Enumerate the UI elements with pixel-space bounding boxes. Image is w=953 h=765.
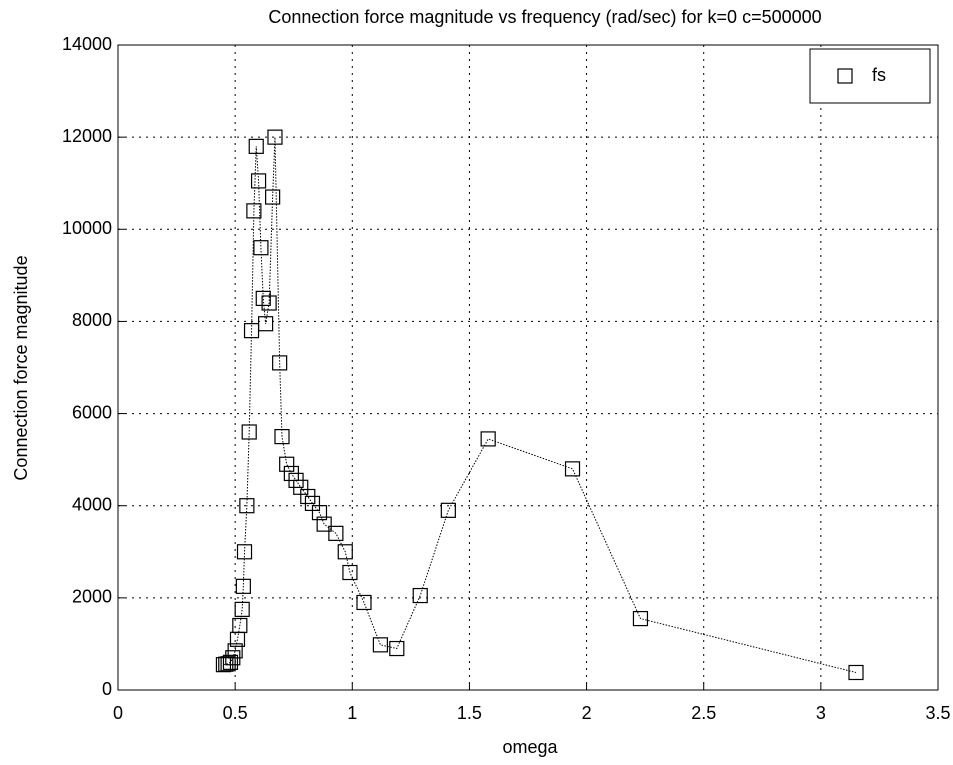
plot-frame xyxy=(117,44,939,691)
y-tick-label: 14000 xyxy=(62,34,112,54)
x-tick-label: 2 xyxy=(582,703,592,723)
x-tick-label: 1 xyxy=(347,703,357,723)
data-point xyxy=(227,643,243,659)
data-point xyxy=(241,424,257,440)
data-point xyxy=(235,578,251,594)
x-axis-label: omega xyxy=(502,737,558,757)
series-line xyxy=(223,137,857,673)
data-point xyxy=(274,429,290,445)
data-point xyxy=(246,203,262,219)
x-tick-label: 0 xyxy=(113,703,123,723)
data-point xyxy=(564,461,581,477)
data-point xyxy=(265,189,281,205)
data-point xyxy=(258,316,274,332)
y-tick-label: 4000 xyxy=(72,494,112,514)
chart-title: Connection force magnitude vs frequency … xyxy=(268,7,821,27)
y-tick-label: 10000 xyxy=(62,218,112,238)
data-point xyxy=(337,544,353,560)
data-point xyxy=(356,594,372,611)
data-point xyxy=(222,654,239,670)
x-tick-label: 3 xyxy=(816,703,826,723)
legend-label: fs xyxy=(872,65,886,85)
data-point xyxy=(440,502,456,518)
data-point xyxy=(255,290,271,306)
data-point xyxy=(632,610,649,627)
data-point xyxy=(412,587,428,604)
data-point xyxy=(253,240,269,256)
y-tick-label: 12000 xyxy=(62,126,112,146)
data-point xyxy=(236,544,253,560)
y-tick-label: 2000 xyxy=(72,587,112,607)
data-point xyxy=(389,640,405,657)
data-point xyxy=(480,431,496,447)
data-point xyxy=(234,601,250,617)
x-tick-label: 0.5 xyxy=(223,703,248,723)
data-point xyxy=(316,516,332,532)
data-point xyxy=(239,498,255,514)
data-point xyxy=(372,637,388,653)
legend-box xyxy=(809,48,931,104)
data-point xyxy=(328,525,344,541)
y-tick-label: 6000 xyxy=(72,402,112,422)
data-point xyxy=(261,295,277,311)
data-point xyxy=(342,564,358,581)
data-point xyxy=(848,664,864,681)
x-tick-label: 3.5 xyxy=(925,703,950,723)
data-point xyxy=(250,173,267,189)
data-point xyxy=(279,456,295,472)
y-tick-label: 0 xyxy=(102,679,112,699)
data-point xyxy=(248,138,264,154)
x-tick-label: 2.5 xyxy=(691,703,716,723)
x-tick-label: 1.5 xyxy=(457,703,482,723)
y-tick-label: 8000 xyxy=(72,310,112,330)
data-point xyxy=(272,355,288,371)
y-axis-label: Connection force magnitude xyxy=(11,255,31,480)
data-point xyxy=(267,129,283,145)
legend-marker xyxy=(837,68,853,84)
data-point xyxy=(232,617,248,634)
data-point xyxy=(311,505,328,521)
